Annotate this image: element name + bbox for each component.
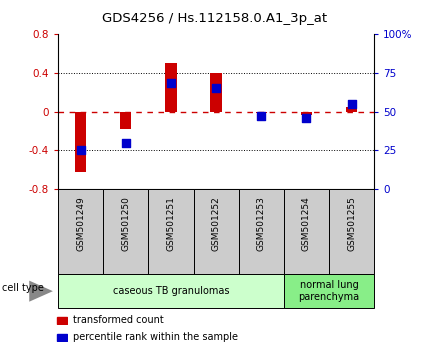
Point — [348, 101, 355, 107]
Bar — [301, 112, 312, 115]
Point — [212, 85, 219, 91]
Bar — [120, 112, 132, 129]
Text: GSM501254: GSM501254 — [302, 196, 311, 251]
Bar — [75, 112, 86, 172]
Bar — [329, 189, 374, 274]
Point — [122, 140, 129, 145]
Text: percentile rank within the sample: percentile rank within the sample — [73, 332, 238, 342]
Polygon shape — [29, 281, 53, 302]
Bar — [239, 189, 284, 274]
Point — [77, 148, 84, 153]
Bar — [194, 189, 239, 274]
Bar — [346, 107, 357, 112]
Bar — [210, 73, 222, 112]
Bar — [58, 274, 284, 308]
Text: GSM501251: GSM501251 — [166, 196, 175, 251]
Text: normal lung
parenchyma: normal lung parenchyma — [298, 280, 359, 302]
Text: transformed count: transformed count — [73, 315, 164, 325]
Bar — [284, 274, 374, 308]
Text: cell type: cell type — [2, 282, 44, 293]
Point — [258, 113, 265, 119]
Bar — [284, 189, 329, 274]
Point — [168, 81, 175, 86]
Bar — [58, 189, 103, 274]
Text: caseous TB granulomas: caseous TB granulomas — [113, 286, 229, 296]
Text: GDS4256 / Hs.112158.0.A1_3p_at: GDS4256 / Hs.112158.0.A1_3p_at — [102, 12, 328, 25]
Point — [303, 115, 310, 121]
Text: GSM501249: GSM501249 — [76, 196, 85, 251]
Text: GSM501250: GSM501250 — [121, 196, 130, 251]
Text: GSM501253: GSM501253 — [257, 196, 266, 251]
Text: GSM501252: GSM501252 — [212, 196, 221, 251]
Text: GSM501255: GSM501255 — [347, 196, 356, 251]
Bar — [103, 189, 148, 274]
Bar — [255, 112, 267, 113]
Bar — [165, 63, 177, 112]
Bar — [148, 189, 194, 274]
